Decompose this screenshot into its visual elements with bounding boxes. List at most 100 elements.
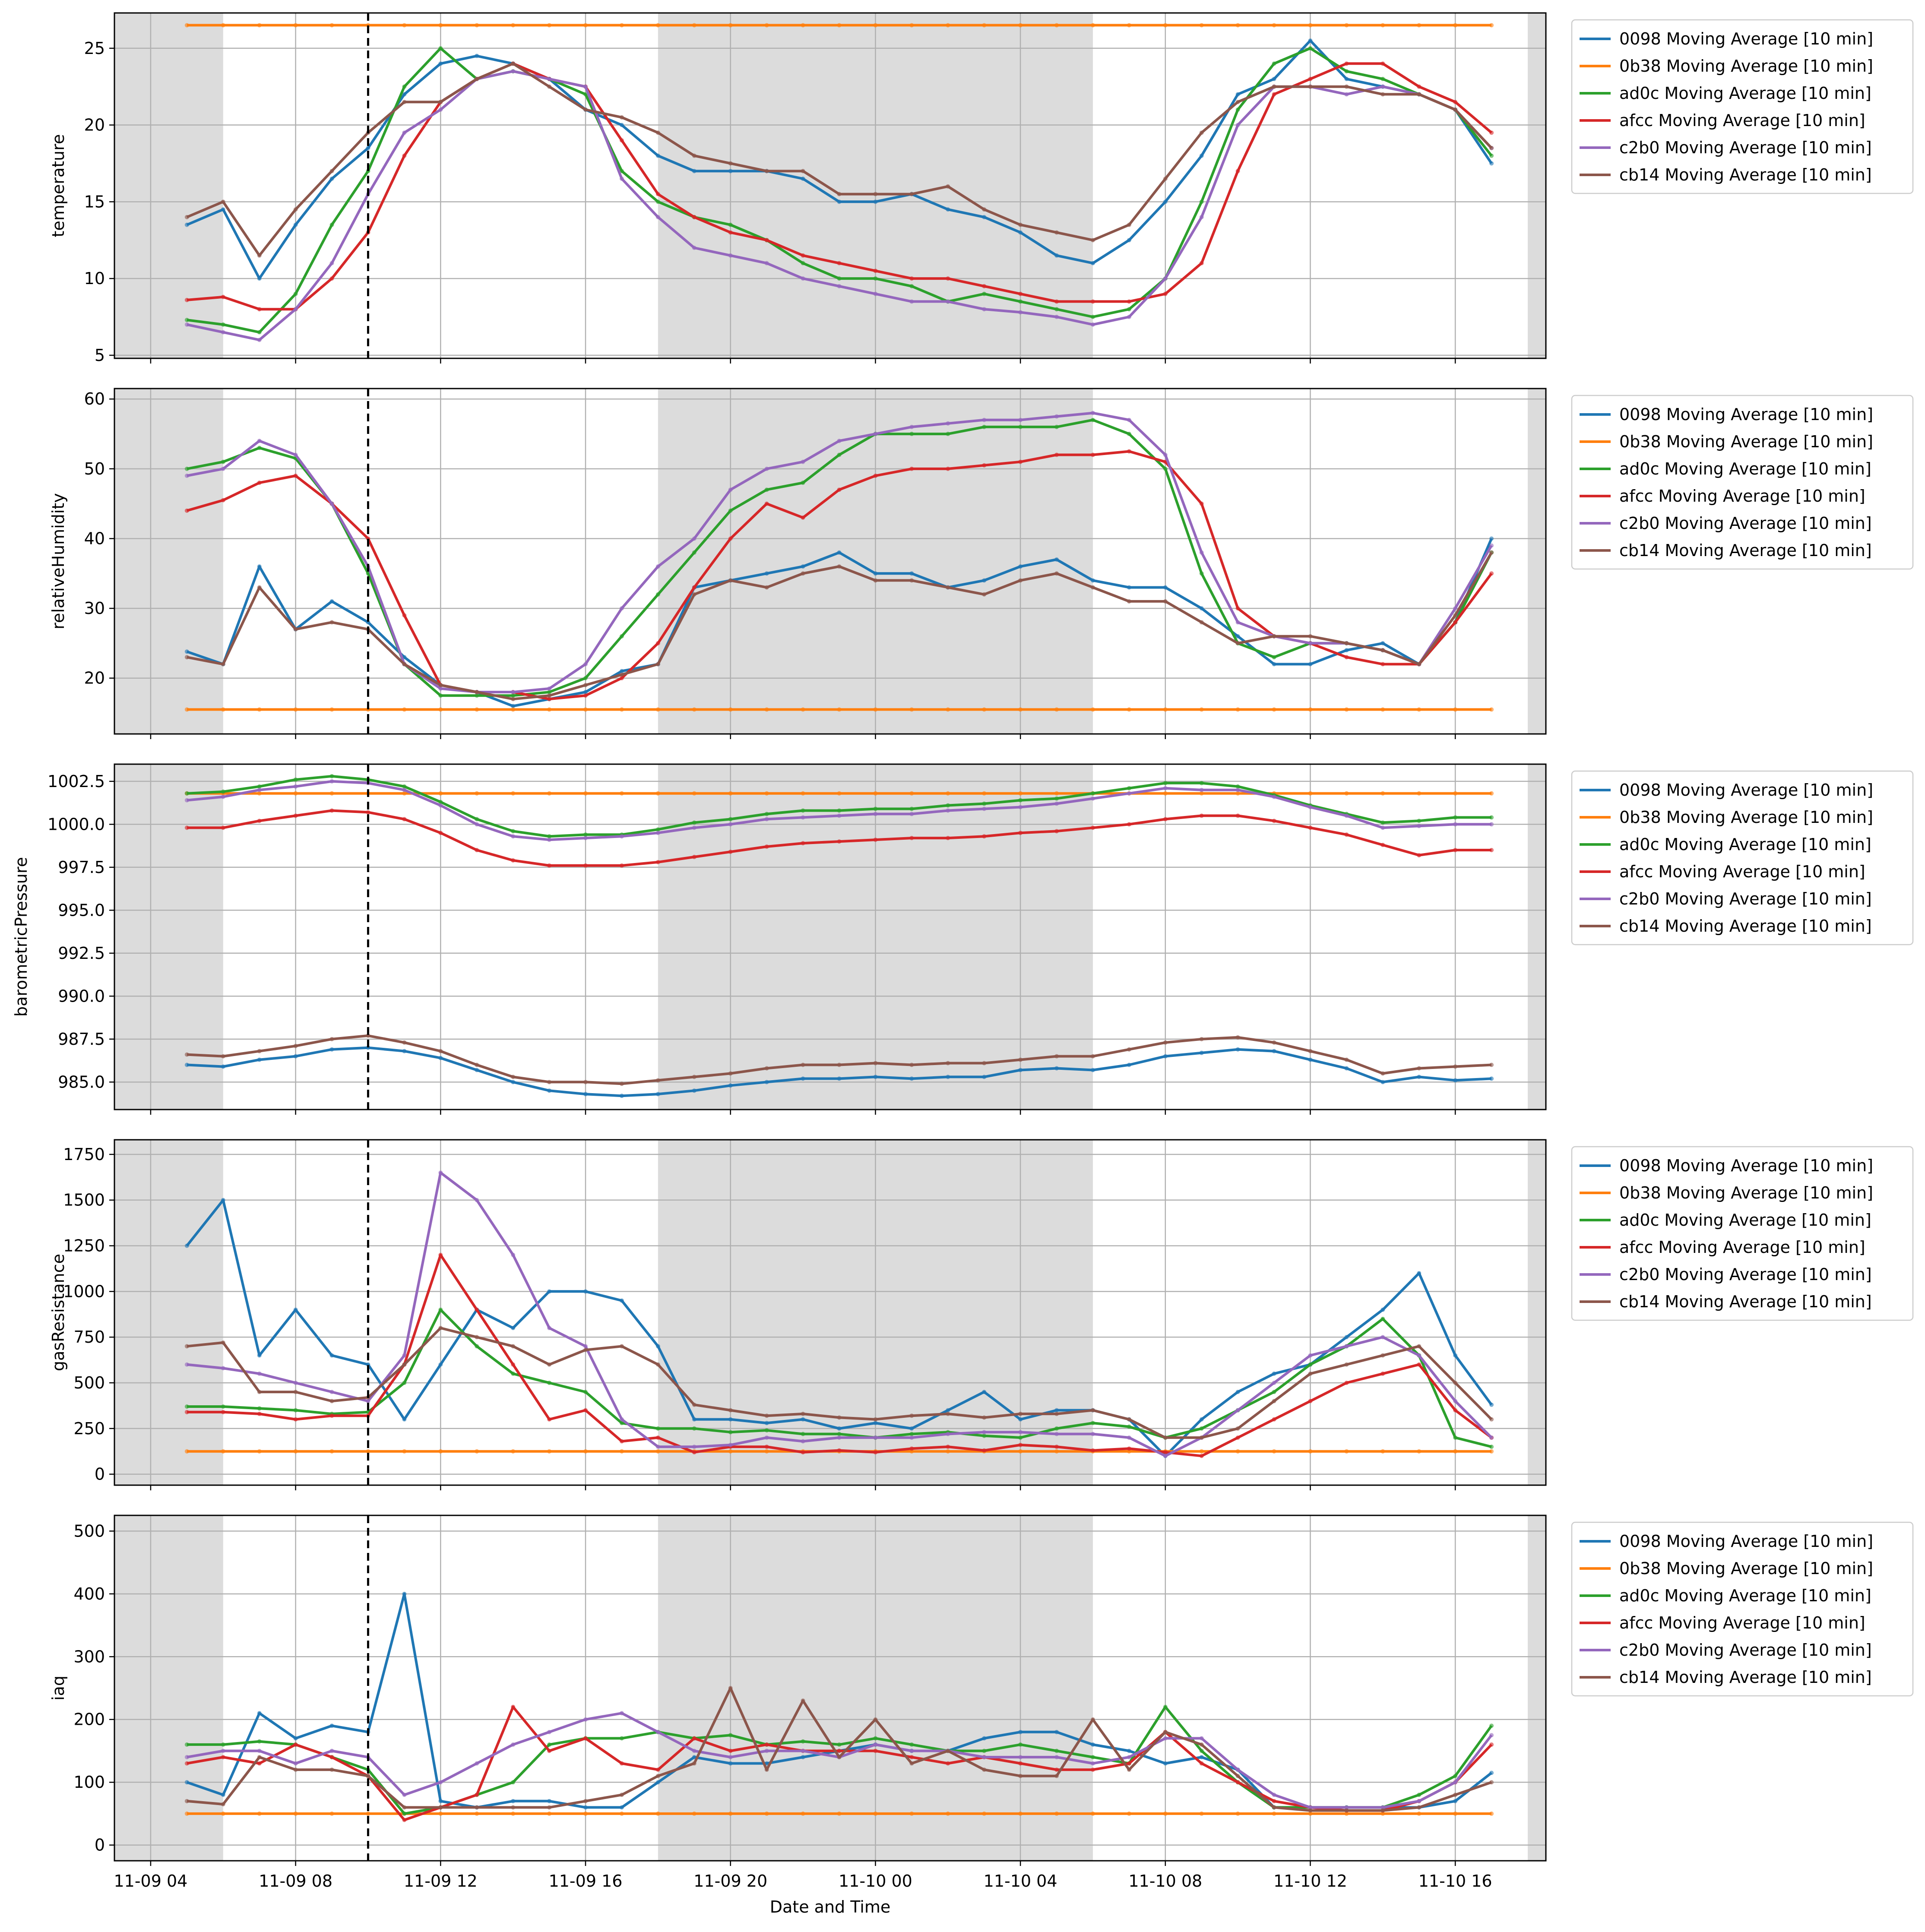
data-point-ad0c xyxy=(438,693,443,698)
data-point-0b38 xyxy=(1235,1811,1240,1816)
data-point-0098 xyxy=(1018,1068,1023,1072)
data-point-0098 xyxy=(873,199,878,204)
night-shading xyxy=(114,1515,223,1861)
data-point-ad0c xyxy=(1163,1704,1168,1709)
data-point-cb14 xyxy=(1163,1435,1168,1440)
data-point-0b38 xyxy=(873,791,878,796)
legend-label-0b38: 0b38 Moving Average [10 min] xyxy=(1619,808,1873,827)
y-tick-label: 25 xyxy=(84,39,105,58)
data-point-0b38 xyxy=(583,1811,588,1816)
data-point-cb14 xyxy=(982,207,987,212)
legend-label-cb14: cb14 Moving Average [10 min] xyxy=(1619,917,1872,936)
data-point-0b38 xyxy=(655,1449,660,1454)
data-point-c2b0 xyxy=(184,322,189,327)
data-point-0b38 xyxy=(1054,1449,1059,1454)
data-point-cb14 xyxy=(764,585,769,590)
data-point-afcc xyxy=(1054,1445,1059,1449)
data-point-0b38 xyxy=(402,23,407,28)
data-point-0b38 xyxy=(511,1811,516,1816)
data-point-0b38 xyxy=(511,23,516,28)
data-point-c2b0 xyxy=(982,1755,987,1759)
data-point-cb14 xyxy=(329,620,334,625)
data-point-0098 xyxy=(583,1092,588,1097)
data-point-afcc xyxy=(511,858,516,863)
data-point-0098 xyxy=(873,1075,878,1079)
data-point-afcc xyxy=(982,1448,987,1453)
data-point-0b38 xyxy=(982,707,987,712)
panel-iaq: 0 100 200 300 400 500 11-09 04 11-09 08 11-09 12… xyxy=(49,1515,1914,1891)
y-tick-label: 20 xyxy=(84,116,105,135)
data-point-0b38 xyxy=(475,707,479,712)
data-point-c2b0 xyxy=(1163,452,1168,457)
data-point-cb14 xyxy=(1489,1417,1494,1422)
data-point-c2b0 xyxy=(801,1749,805,1753)
data-point-0b38 xyxy=(1090,707,1095,712)
data-point-c2b0 xyxy=(1090,1761,1095,1766)
data-point-0098 xyxy=(619,1298,624,1303)
data-point-0b38 xyxy=(1018,1811,1023,1816)
data-point-afcc xyxy=(1054,1768,1059,1772)
data-point-cb14 xyxy=(1090,1717,1095,1722)
data-point-c2b0 xyxy=(728,1442,733,1447)
data-point-0098 xyxy=(1018,230,1023,235)
data-point-afcc xyxy=(692,585,697,590)
data-point-0098 xyxy=(257,276,262,281)
data-point-cb14 xyxy=(1417,662,1422,667)
data-point-cb14 xyxy=(946,184,950,189)
data-point-afcc xyxy=(402,1818,407,1822)
data-point-c2b0 xyxy=(221,1749,225,1753)
data-point-cb14 xyxy=(184,1344,189,1349)
data-point-c2b0 xyxy=(1380,84,1385,89)
data-point-c2b0 xyxy=(221,1366,225,1371)
data-point-ad0c xyxy=(1272,1390,1276,1394)
data-point-cb14 xyxy=(1489,145,1494,150)
data-point-afcc xyxy=(764,1445,769,1449)
data-point-c2b0 xyxy=(221,794,225,799)
data-point-0098 xyxy=(619,1094,624,1098)
data-point-ad0c xyxy=(909,284,914,288)
data-point-afcc xyxy=(1417,853,1422,857)
data-point-afcc xyxy=(655,641,660,645)
data-point-0b38 xyxy=(366,1811,370,1816)
data-point-afcc xyxy=(1199,501,1204,506)
legend-label-ad0c: ad0c Moving Average [10 min] xyxy=(1619,1211,1871,1230)
data-point-0098 xyxy=(438,1799,443,1803)
data-point-afcc xyxy=(221,825,225,830)
data-point-cb14 xyxy=(1308,634,1313,639)
y-tick-label: 100 xyxy=(73,1773,105,1792)
data-point-cb14 xyxy=(402,1040,407,1045)
data-point-ad0c xyxy=(511,829,516,834)
x-tick-label: 11-09 08 xyxy=(259,1872,332,1891)
data-point-c2b0 xyxy=(366,1399,370,1404)
data-point-0b38 xyxy=(293,707,298,712)
data-point-c2b0 xyxy=(982,1430,987,1435)
data-point-cb14 xyxy=(946,1061,950,1066)
data-point-0b38 xyxy=(1018,791,1023,796)
data-point-cb14 xyxy=(1054,230,1059,235)
data-point-0b38 xyxy=(402,707,407,712)
data-point-afcc xyxy=(801,253,805,258)
legend-label-0098: 0098 Moving Average [10 min] xyxy=(1619,781,1873,800)
data-point-cb14 xyxy=(257,1755,262,1759)
data-point-ad0c xyxy=(1380,1316,1385,1321)
data-point-cb14 xyxy=(1272,1805,1276,1810)
data-point-c2b0 xyxy=(293,1761,298,1766)
data-point-c2b0 xyxy=(547,1325,552,1330)
legend-label-afcc: afcc Moving Average [10 min] xyxy=(1619,1238,1865,1257)
data-point-afcc xyxy=(583,1408,588,1413)
data-point-c2b0 xyxy=(1272,794,1276,799)
y-tick-label: 0 xyxy=(95,1836,105,1855)
data-point-c2b0 xyxy=(1308,1353,1313,1358)
data-point-0b38 xyxy=(475,791,479,796)
legend-box xyxy=(1571,395,1914,570)
data-point-afcc xyxy=(1054,829,1059,834)
data-point-0b38 xyxy=(728,791,733,796)
data-point-0098 xyxy=(1199,153,1204,158)
legend-label-ad0c: ad0c Moving Average [10 min] xyxy=(1619,459,1871,478)
data-point-afcc xyxy=(764,1742,769,1747)
data-point-c2b0 xyxy=(583,84,588,89)
data-point-0098 xyxy=(402,1049,407,1053)
data-point-afcc xyxy=(1344,1380,1349,1385)
data-point-0b38 xyxy=(801,707,805,712)
